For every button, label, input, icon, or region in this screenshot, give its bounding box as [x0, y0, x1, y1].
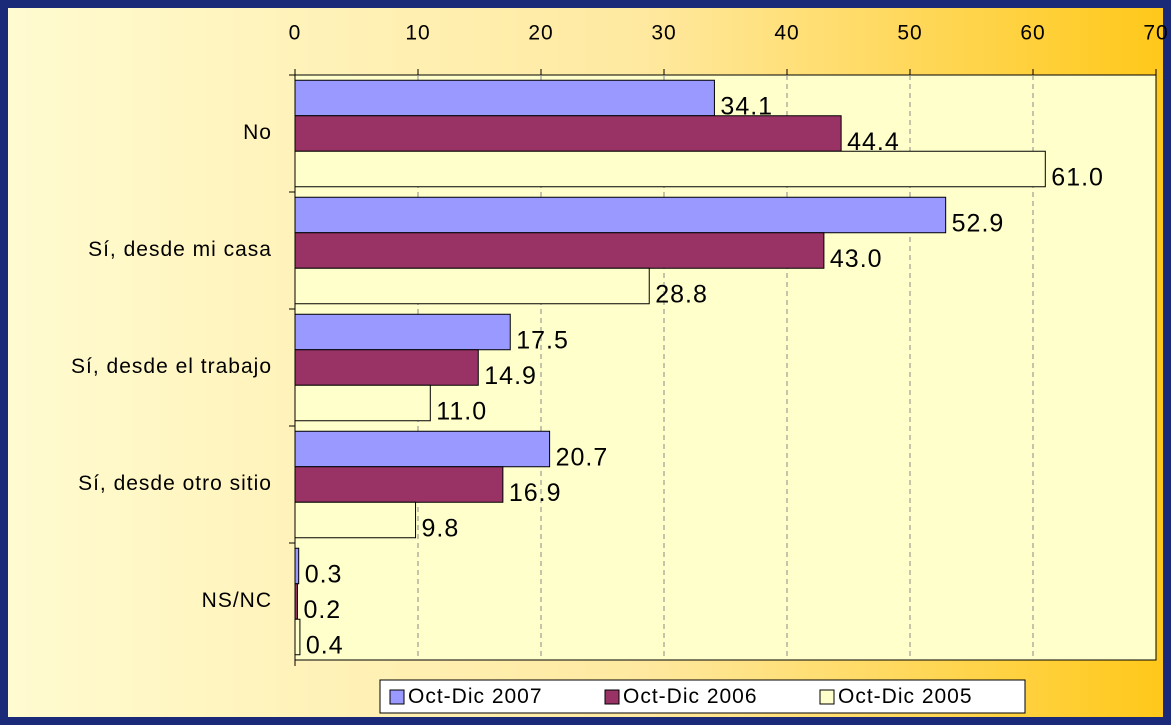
legend-swatch	[604, 689, 620, 705]
x-tick-label: 20	[528, 22, 553, 45]
legend	[379, 679, 1026, 714]
data-label: 0.3	[305, 561, 343, 589]
data-label: 43.0	[830, 245, 883, 273]
legend-swatch	[389, 689, 405, 705]
x-tick-label: 30	[651, 22, 676, 45]
bar	[294, 384, 431, 422]
bar	[294, 313, 511, 351]
bar	[294, 232, 825, 269]
bar	[294, 79, 715, 117]
legend-label: Oct-Dic 2005	[838, 685, 973, 708]
data-label: 11.0	[436, 398, 487, 426]
x-tick-label: 10	[405, 22, 430, 45]
x-tick-label: 40	[774, 22, 799, 45]
bar	[294, 583, 298, 620]
legend-swatch	[819, 689, 835, 705]
data-label: 9.8	[422, 515, 460, 543]
data-label: 0.4	[306, 632, 344, 660]
data-label: 28.8	[655, 281, 708, 309]
x-tick-label: 50	[897, 22, 922, 45]
bar	[294, 430, 551, 468]
bar	[294, 196, 947, 234]
y-tick-label: No	[243, 121, 272, 144]
data-label: 0.2	[303, 596, 341, 624]
legend-label: Oct-Dic 2006	[623, 685, 758, 708]
bar	[294, 349, 479, 386]
legend-label: Oct-Dic 2007	[408, 685, 543, 708]
y-tick-label: Sí, desde otro sitio	[78, 472, 272, 495]
x-tick-label: 0	[289, 22, 302, 45]
y-tick-label: Sí, desde mi casa	[88, 238, 272, 261]
data-label: 16.9	[509, 479, 562, 507]
data-label: 14.9	[484, 362, 537, 390]
bar	[294, 466, 504, 503]
y-tick-label: Sí, desde el trabajo	[71, 355, 272, 378]
bar	[294, 547, 300, 585]
bar	[294, 115, 842, 152]
bar	[294, 267, 650, 305]
data-label: 17.5	[516, 327, 569, 355]
y-tick-label: NS/NC	[202, 589, 272, 612]
x-tick-label: 70	[1143, 22, 1168, 45]
x-tick-label: 60	[1020, 22, 1045, 45]
data-label: 61.0	[1051, 164, 1104, 192]
data-label: 20.7	[556, 444, 609, 472]
bar	[294, 150, 1046, 188]
bar	[294, 618, 301, 656]
data-label: 52.9	[952, 210, 1005, 238]
bar	[294, 501, 417, 539]
